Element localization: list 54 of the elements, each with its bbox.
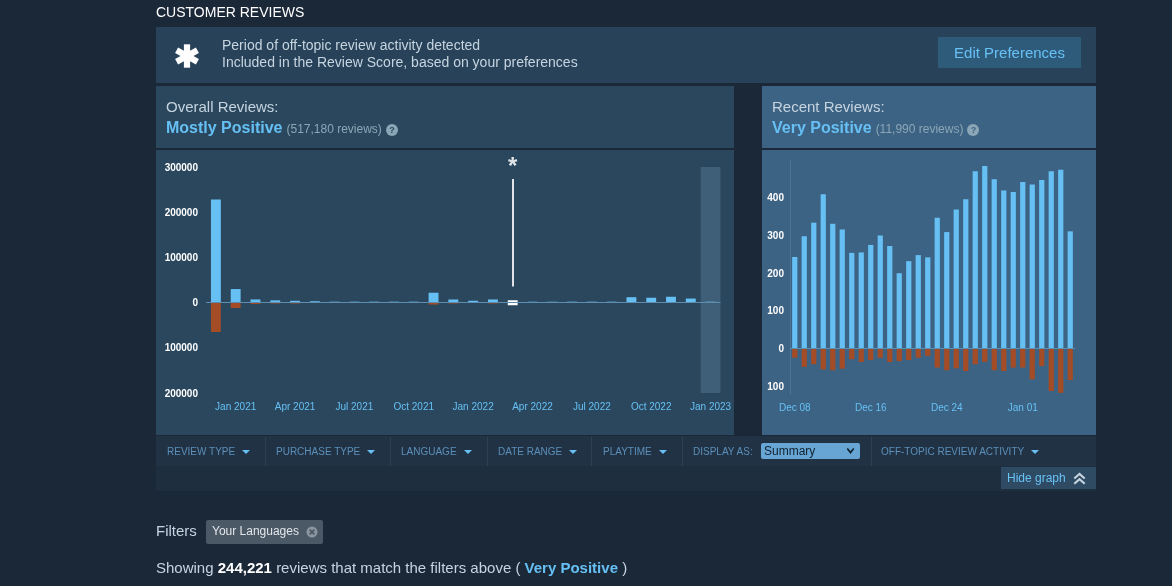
x-tick-label: Jan 2023 — [689, 400, 732, 412]
text: Period of off-topic review activity detected — [222, 37, 481, 53]
x-tick-label: Dec 08 — [778, 401, 812, 413]
chart-title: Overall Reviews: — [166, 98, 279, 115]
text: (517,180 reviews) — [286, 122, 382, 136]
text: PURCHASE TYPE — [276, 446, 361, 457]
text: 244,221 — [217, 559, 272, 576]
text: ) — [622, 559, 628, 576]
x-tick-label: Oct 2021 — [393, 400, 435, 412]
x-tick-label: Jan 2021 — [215, 400, 257, 412]
y-tick-label: 300 — [767, 229, 785, 241]
annotation: * — [508, 151, 519, 179]
text: ? — [385, 124, 398, 136]
y-tick-label: 0 — [778, 343, 785, 355]
x-tick-label: Apr 2022 — [512, 400, 554, 412]
x-tick-label: Jul 2021 — [335, 400, 374, 412]
y-tick-label: 100000 — [164, 251, 199, 263]
text: Very Positive — [772, 119, 872, 137]
text: Showing — [156, 559, 214, 576]
y-tick-label: 400 — [767, 192, 785, 204]
y-tick-label: 300000 — [164, 161, 199, 173]
chart-title: Recent Reviews: — [772, 98, 885, 115]
text: Very Positive — [524, 559, 618, 576]
text: PLAYTIME — [603, 446, 652, 457]
text: Included in the Review Score, based on your preferences — [222, 54, 578, 70]
y-tick-label: 200000 — [164, 206, 199, 218]
x-tick-label: Oct 2022 — [630, 400, 672, 412]
y-tick-label: 100000 — [164, 342, 199, 354]
text: reviews that match the filters above ( — [276, 559, 521, 576]
x-tick-label: Jan 01 — [1007, 401, 1039, 413]
text: REVIEW TYPE — [167, 446, 236, 457]
text: LANGUAGE — [401, 446, 457, 457]
text: Summary — [764, 443, 816, 459]
y-tick-label: 0 — [192, 297, 199, 309]
text: Filters — [156, 522, 197, 539]
text: (11,990 reviews) — [875, 122, 964, 136]
text: DISPLAY AS: — [693, 446, 753, 457]
text: Edit Preferences — [938, 37, 1081, 68]
y-tick-label: 200 — [767, 267, 785, 279]
text: OFF-TOPIC REVIEW ACTIVITY — [881, 446, 1025, 457]
x-tick-label: Jul 2022 — [572, 400, 612, 412]
text: CUSTOMER REVIEWS — [156, 4, 305, 20]
y-tick-label: 200000 — [164, 387, 199, 399]
text: ? — [967, 124, 980, 136]
text: Your Languages — [212, 524, 299, 538]
text: DATE RANGE — [498, 446, 563, 457]
x-tick-label: Apr 2021 — [274, 400, 316, 412]
text: Mostly Positive — [166, 119, 283, 137]
y-tick-label: 100 — [767, 380, 785, 392]
x-tick-label: Dec 24 — [930, 401, 964, 413]
text: Hide graph — [1007, 471, 1066, 485]
y-tick-label: 100 — [767, 305, 785, 317]
x-tick-label: Jan 2022 — [452, 400, 495, 412]
x-tick-label: Dec 16 — [854, 401, 888, 413]
